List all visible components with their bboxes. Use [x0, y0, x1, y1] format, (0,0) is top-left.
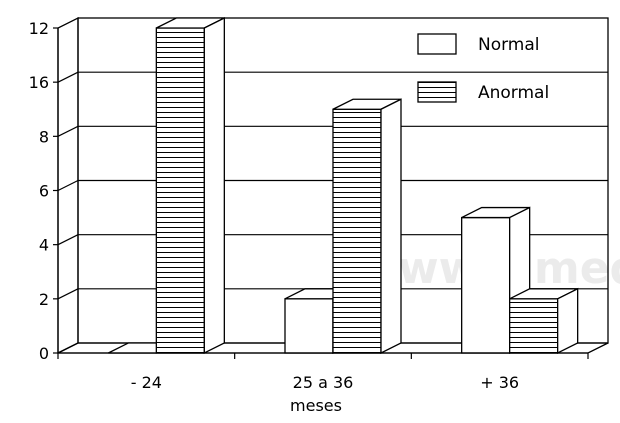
- bar-anormal: [509, 287, 579, 355]
- x-tick-label: - 24: [131, 373, 162, 392]
- x-tick-label: + 36: [480, 373, 519, 392]
- y-tick-label: 0: [39, 344, 49, 363]
- bar-anormal: [155, 16, 225, 355]
- legend-label-anormal: Anormal: [478, 83, 549, 103]
- bar-anormal-front: [332, 108, 382, 354]
- bar-anormal-front: [155, 27, 205, 354]
- bar-anormal-side: [380, 98, 402, 355]
- bars: [108, 16, 579, 355]
- gridline-side: [57, 288, 79, 300]
- legend-swatch-normal: [417, 33, 457, 55]
- legend: Normal Anormal: [417, 33, 549, 103]
- y-tick-label: 2: [39, 290, 49, 309]
- legend-label-normal: Normal: [478, 35, 540, 55]
- bar-anormal-front: [509, 298, 559, 354]
- y-tick-label: 16: [29, 73, 49, 92]
- gridline-side: [57, 71, 79, 83]
- gridline-side: [57, 234, 79, 246]
- x-tick-label: 25 a 36: [293, 373, 354, 392]
- bar-anormal: [332, 98, 402, 355]
- bar-anormal-side: [557, 287, 579, 355]
- gridline-side: [57, 125, 79, 137]
- x-axis-title: meses: [290, 396, 342, 415]
- legend-swatch-anormal: [417, 81, 457, 103]
- bar-normal-front: [284, 298, 334, 354]
- y-tick-label: 12: [29, 19, 49, 38]
- y-tick-label: 6: [39, 182, 49, 201]
- y-tick-label: 4: [39, 236, 49, 255]
- axes: 0 2 4 6 8 16 12 - 24 25 a 36 + 36 meses: [29, 19, 589, 415]
- bar-normal: [461, 206, 531, 355]
- gridline-side: [57, 179, 79, 192]
- bar-normal-front: [461, 216, 511, 354]
- bar-anormal-side: [203, 16, 225, 355]
- y-tick-label: 8: [39, 127, 49, 146]
